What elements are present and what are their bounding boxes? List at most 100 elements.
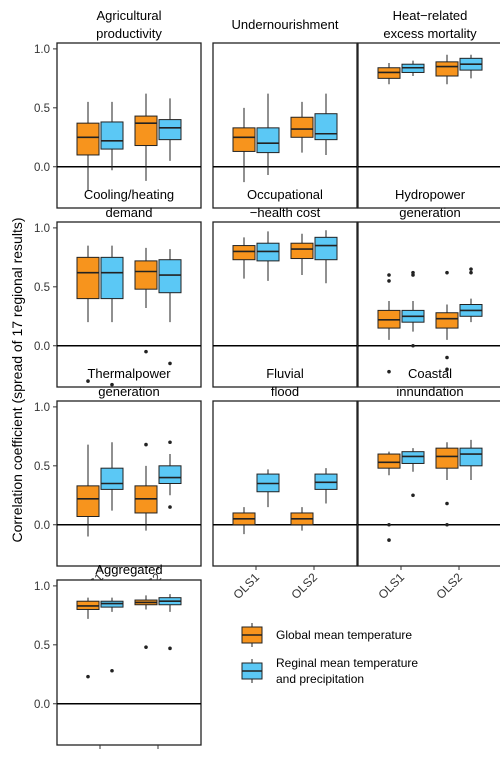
panel-2: Undernourishment xyxy=(212,17,358,209)
box-ols2-global xyxy=(435,270,459,372)
box-ols1-global xyxy=(76,597,100,679)
box-ols1-global xyxy=(377,451,401,542)
y-tick-label: 1.0 xyxy=(34,44,50,56)
box-ols2-regional xyxy=(158,249,182,366)
box-ols1-regional xyxy=(401,270,425,348)
box-ols2-regional xyxy=(314,468,338,504)
box-ols1-regional xyxy=(401,60,425,76)
box-body xyxy=(100,467,124,490)
panel-title-line: demand xyxy=(106,205,153,220)
outlier-point xyxy=(168,505,172,509)
y-tick-label: 0.0 xyxy=(34,520,50,532)
outlier-point xyxy=(445,355,449,360)
y-tick-label: 1.0 xyxy=(34,223,50,235)
box-ols1-regional xyxy=(256,469,280,508)
box-ols1-regional xyxy=(100,442,124,511)
box-ols2-regional xyxy=(459,54,483,79)
box-ols2-global xyxy=(134,247,158,354)
box-ols1-regional xyxy=(100,597,124,673)
box-ols1-regional xyxy=(256,93,280,175)
box-ols1-regional xyxy=(100,245,124,387)
box-ols2-global xyxy=(435,442,459,527)
outlier-point xyxy=(387,369,391,374)
panel-title-line: Cooling/heating xyxy=(84,187,174,202)
x-tick-label: OLS1 xyxy=(376,570,408,602)
panel-frame xyxy=(357,400,500,567)
legend-label-regional-line2: and precipitation xyxy=(276,672,364,686)
outlier-point xyxy=(387,273,391,277)
panel-3: Heat−related excess mortality xyxy=(357,8,500,209)
y-tick-label: 0.5 xyxy=(34,461,50,473)
panel-title-line: Hydropower xyxy=(395,187,466,202)
box-body xyxy=(435,312,459,329)
panel-1: Agricultural productivity 1.0 0.5 0.0 xyxy=(34,8,202,209)
panel-title-line: Heat−related xyxy=(393,8,468,23)
panel-title-line: flood xyxy=(271,384,299,399)
outlier-point xyxy=(168,440,172,445)
legend-key-global xyxy=(241,623,263,647)
panel-title-line: innundation xyxy=(396,384,463,399)
box-ols1-global xyxy=(76,101,100,191)
box-body xyxy=(232,245,256,261)
outlier-point xyxy=(110,668,114,673)
outlier-point xyxy=(387,279,391,283)
outlier-point xyxy=(110,382,114,387)
panel-title-line: Fluvial xyxy=(266,366,304,381)
outlier-point xyxy=(86,379,90,383)
panel-title-line: Agricultural xyxy=(96,8,161,23)
outlier-point xyxy=(445,367,449,372)
box-body xyxy=(290,116,314,138)
y-tick-label: 0.0 xyxy=(34,699,50,711)
panel-title-line: Aggregated xyxy=(95,562,162,577)
box-ols2-global xyxy=(290,101,314,153)
box-ols2-global xyxy=(290,507,314,531)
box-body xyxy=(314,113,338,141)
panel-title-line: productivity xyxy=(96,26,162,41)
y-axis-label: Correlation coefficient (spread of 17 re… xyxy=(9,217,25,542)
x-tick-label: OLS1 xyxy=(231,570,263,602)
box-body xyxy=(100,256,124,300)
box-ols1-global xyxy=(76,444,100,537)
outlier-point xyxy=(144,349,148,354)
box-body xyxy=(134,260,158,290)
panel-title-line: generation xyxy=(98,384,159,399)
box-body xyxy=(435,447,459,469)
panel-5: Occupational −health cost xyxy=(212,187,358,388)
box-body xyxy=(134,115,158,147)
panel-title-line: −health cost xyxy=(250,205,321,220)
panel-9: Coastal innundation OLS1 OLS2 xyxy=(357,366,500,602)
box-ols1-global xyxy=(377,273,401,374)
box-ols1-regional xyxy=(256,231,280,281)
box-body xyxy=(459,447,483,467)
panel-title-line: Coastal xyxy=(408,366,452,381)
box-ols2-global xyxy=(134,442,158,531)
box-ols2-regional xyxy=(158,440,182,509)
panel-title-line: Thermalpower xyxy=(87,366,171,381)
y-tick-label: 0.5 xyxy=(34,640,50,652)
panel-frame xyxy=(56,221,202,388)
box-ols1-global xyxy=(76,245,100,383)
box-ols2-regional xyxy=(158,594,182,651)
box-body xyxy=(290,242,314,260)
panel-title-line: Occupational xyxy=(247,187,323,202)
panel-8: Fluvial flood OLS1 OLS2 xyxy=(212,366,358,602)
box-body xyxy=(401,451,425,464)
outlier-point xyxy=(387,538,391,542)
box-body xyxy=(232,127,256,152)
outlier-point xyxy=(411,343,415,348)
box-body xyxy=(158,259,182,294)
y-tick-label: 0.5 xyxy=(34,103,50,115)
panel-4: Cooling/heating demand 1.0 0.5 0.0 xyxy=(34,187,202,388)
outlier-point xyxy=(411,273,415,277)
box-ols2-regional xyxy=(314,230,338,284)
box-body xyxy=(435,61,459,77)
box-ols2-regional xyxy=(459,267,483,323)
panel-title-line: excess mortality xyxy=(383,26,477,41)
box-body xyxy=(158,119,182,141)
box-body xyxy=(76,256,100,300)
box-ols2-regional xyxy=(158,98,182,161)
box-body xyxy=(314,236,338,261)
